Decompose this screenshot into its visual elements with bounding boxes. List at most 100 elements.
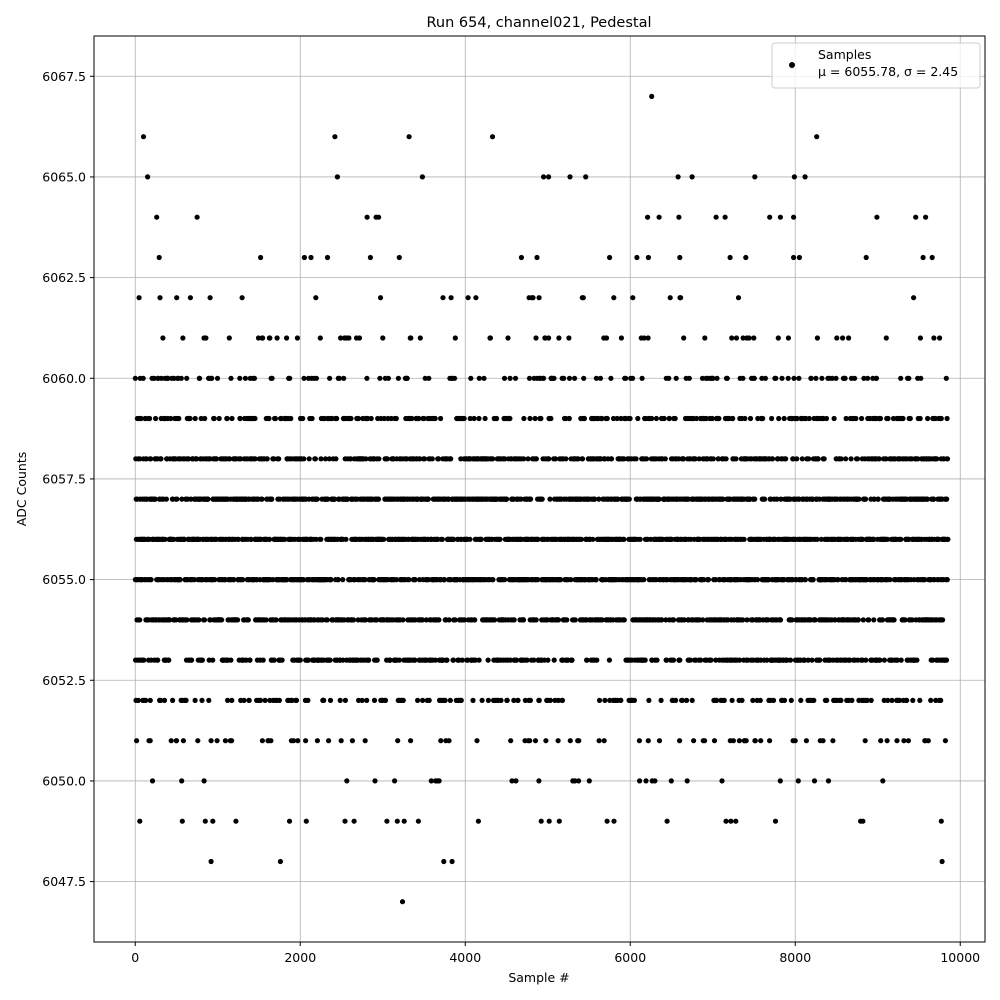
legend-label: Samples (818, 47, 871, 62)
data-point (173, 738, 180, 744)
plot-frame (93, 35, 986, 943)
data-point (607, 254, 613, 261)
y-tick-label: 6052.5 (42, 673, 86, 688)
y-axis-ticks: 6047.5 6050.0 6052.5 6055.0 6057.5 6060.0 6062… (42, 69, 94, 889)
data-point (332, 134, 338, 140)
data-point (878, 738, 884, 744)
data-point (502, 577, 508, 583)
data-point (824, 697, 830, 704)
data-point (762, 496, 768, 502)
data-point (656, 214, 662, 220)
data-point (796, 375, 802, 381)
data-point (229, 738, 235, 744)
y-tick-label: 6055.0 (42, 572, 86, 587)
data-point (368, 415, 374, 422)
data-point (627, 415, 633, 422)
data-point (662, 456, 668, 462)
data-point (799, 456, 805, 462)
data-point (814, 335, 821, 341)
data-point (349, 738, 355, 744)
data-point (168, 415, 174, 422)
data-point (422, 456, 428, 462)
data-point (196, 617, 202, 623)
x-tick-label: 8000 (779, 950, 811, 965)
data-point (767, 738, 773, 744)
data-point (815, 456, 821, 462)
x-tick-label: 0 (131, 950, 139, 965)
data-point (931, 496, 937, 502)
data-point (693, 415, 700, 422)
data-point (210, 818, 216, 824)
data-point (938, 818, 944, 824)
data-point (727, 254, 733, 261)
data-point (842, 375, 848, 381)
data-point (497, 536, 503, 542)
data-point (137, 617, 143, 623)
data-point (741, 536, 747, 542)
data-point (450, 657, 456, 663)
data-point (507, 657, 513, 663)
data-point (476, 375, 482, 381)
data-point (879, 617, 886, 623)
data-point (168, 738, 174, 744)
data-point (769, 415, 775, 422)
data-point (337, 697, 343, 704)
data-point (658, 697, 664, 704)
data-point (476, 657, 482, 663)
data-point (937, 335, 943, 341)
data-point (428, 778, 434, 784)
data-point (501, 375, 508, 381)
data-point (689, 174, 695, 180)
data-point (536, 295, 542, 301)
data-point (847, 657, 853, 663)
data-point (528, 496, 534, 502)
data-point (396, 254, 402, 261)
data-point (507, 375, 513, 381)
data-point (736, 738, 743, 744)
data-point (381, 415, 387, 422)
data-point (917, 415, 923, 422)
data-point (758, 738, 764, 744)
data-point (435, 456, 442, 462)
data-point (194, 456, 200, 462)
data-point (508, 738, 514, 744)
data-point (313, 375, 319, 381)
data-point (258, 254, 264, 261)
data-point (498, 697, 504, 704)
data-point (715, 456, 722, 462)
data-point (179, 778, 185, 784)
data-point (179, 818, 185, 824)
data-point (419, 617, 425, 623)
data-point (791, 375, 797, 381)
data-point (521, 415, 527, 422)
data-point (621, 617, 627, 623)
data-point (568, 577, 574, 583)
data-point (618, 697, 624, 704)
data-point (558, 577, 564, 583)
data-point (871, 617, 877, 623)
data-point (472, 617, 478, 623)
data-point (887, 577, 893, 583)
data-point (237, 415, 243, 422)
data-point (531, 657, 537, 663)
data-point (645, 254, 652, 261)
data-point (536, 697, 542, 704)
data-point (492, 617, 498, 623)
data-point (677, 738, 683, 744)
data-point (813, 375, 819, 381)
data-point (266, 415, 272, 422)
data-point (641, 577, 647, 583)
data-point (606, 657, 613, 663)
data-point (334, 174, 340, 180)
data-point (406, 134, 412, 140)
data-point (362, 738, 368, 744)
data-point (705, 577, 712, 583)
data-point (338, 335, 344, 341)
data-point (742, 415, 748, 422)
data-point (721, 697, 727, 704)
data-point (922, 577, 928, 583)
data-point (757, 697, 763, 704)
data-point (465, 295, 471, 301)
data-point (436, 778, 442, 784)
data-point (944, 456, 951, 462)
